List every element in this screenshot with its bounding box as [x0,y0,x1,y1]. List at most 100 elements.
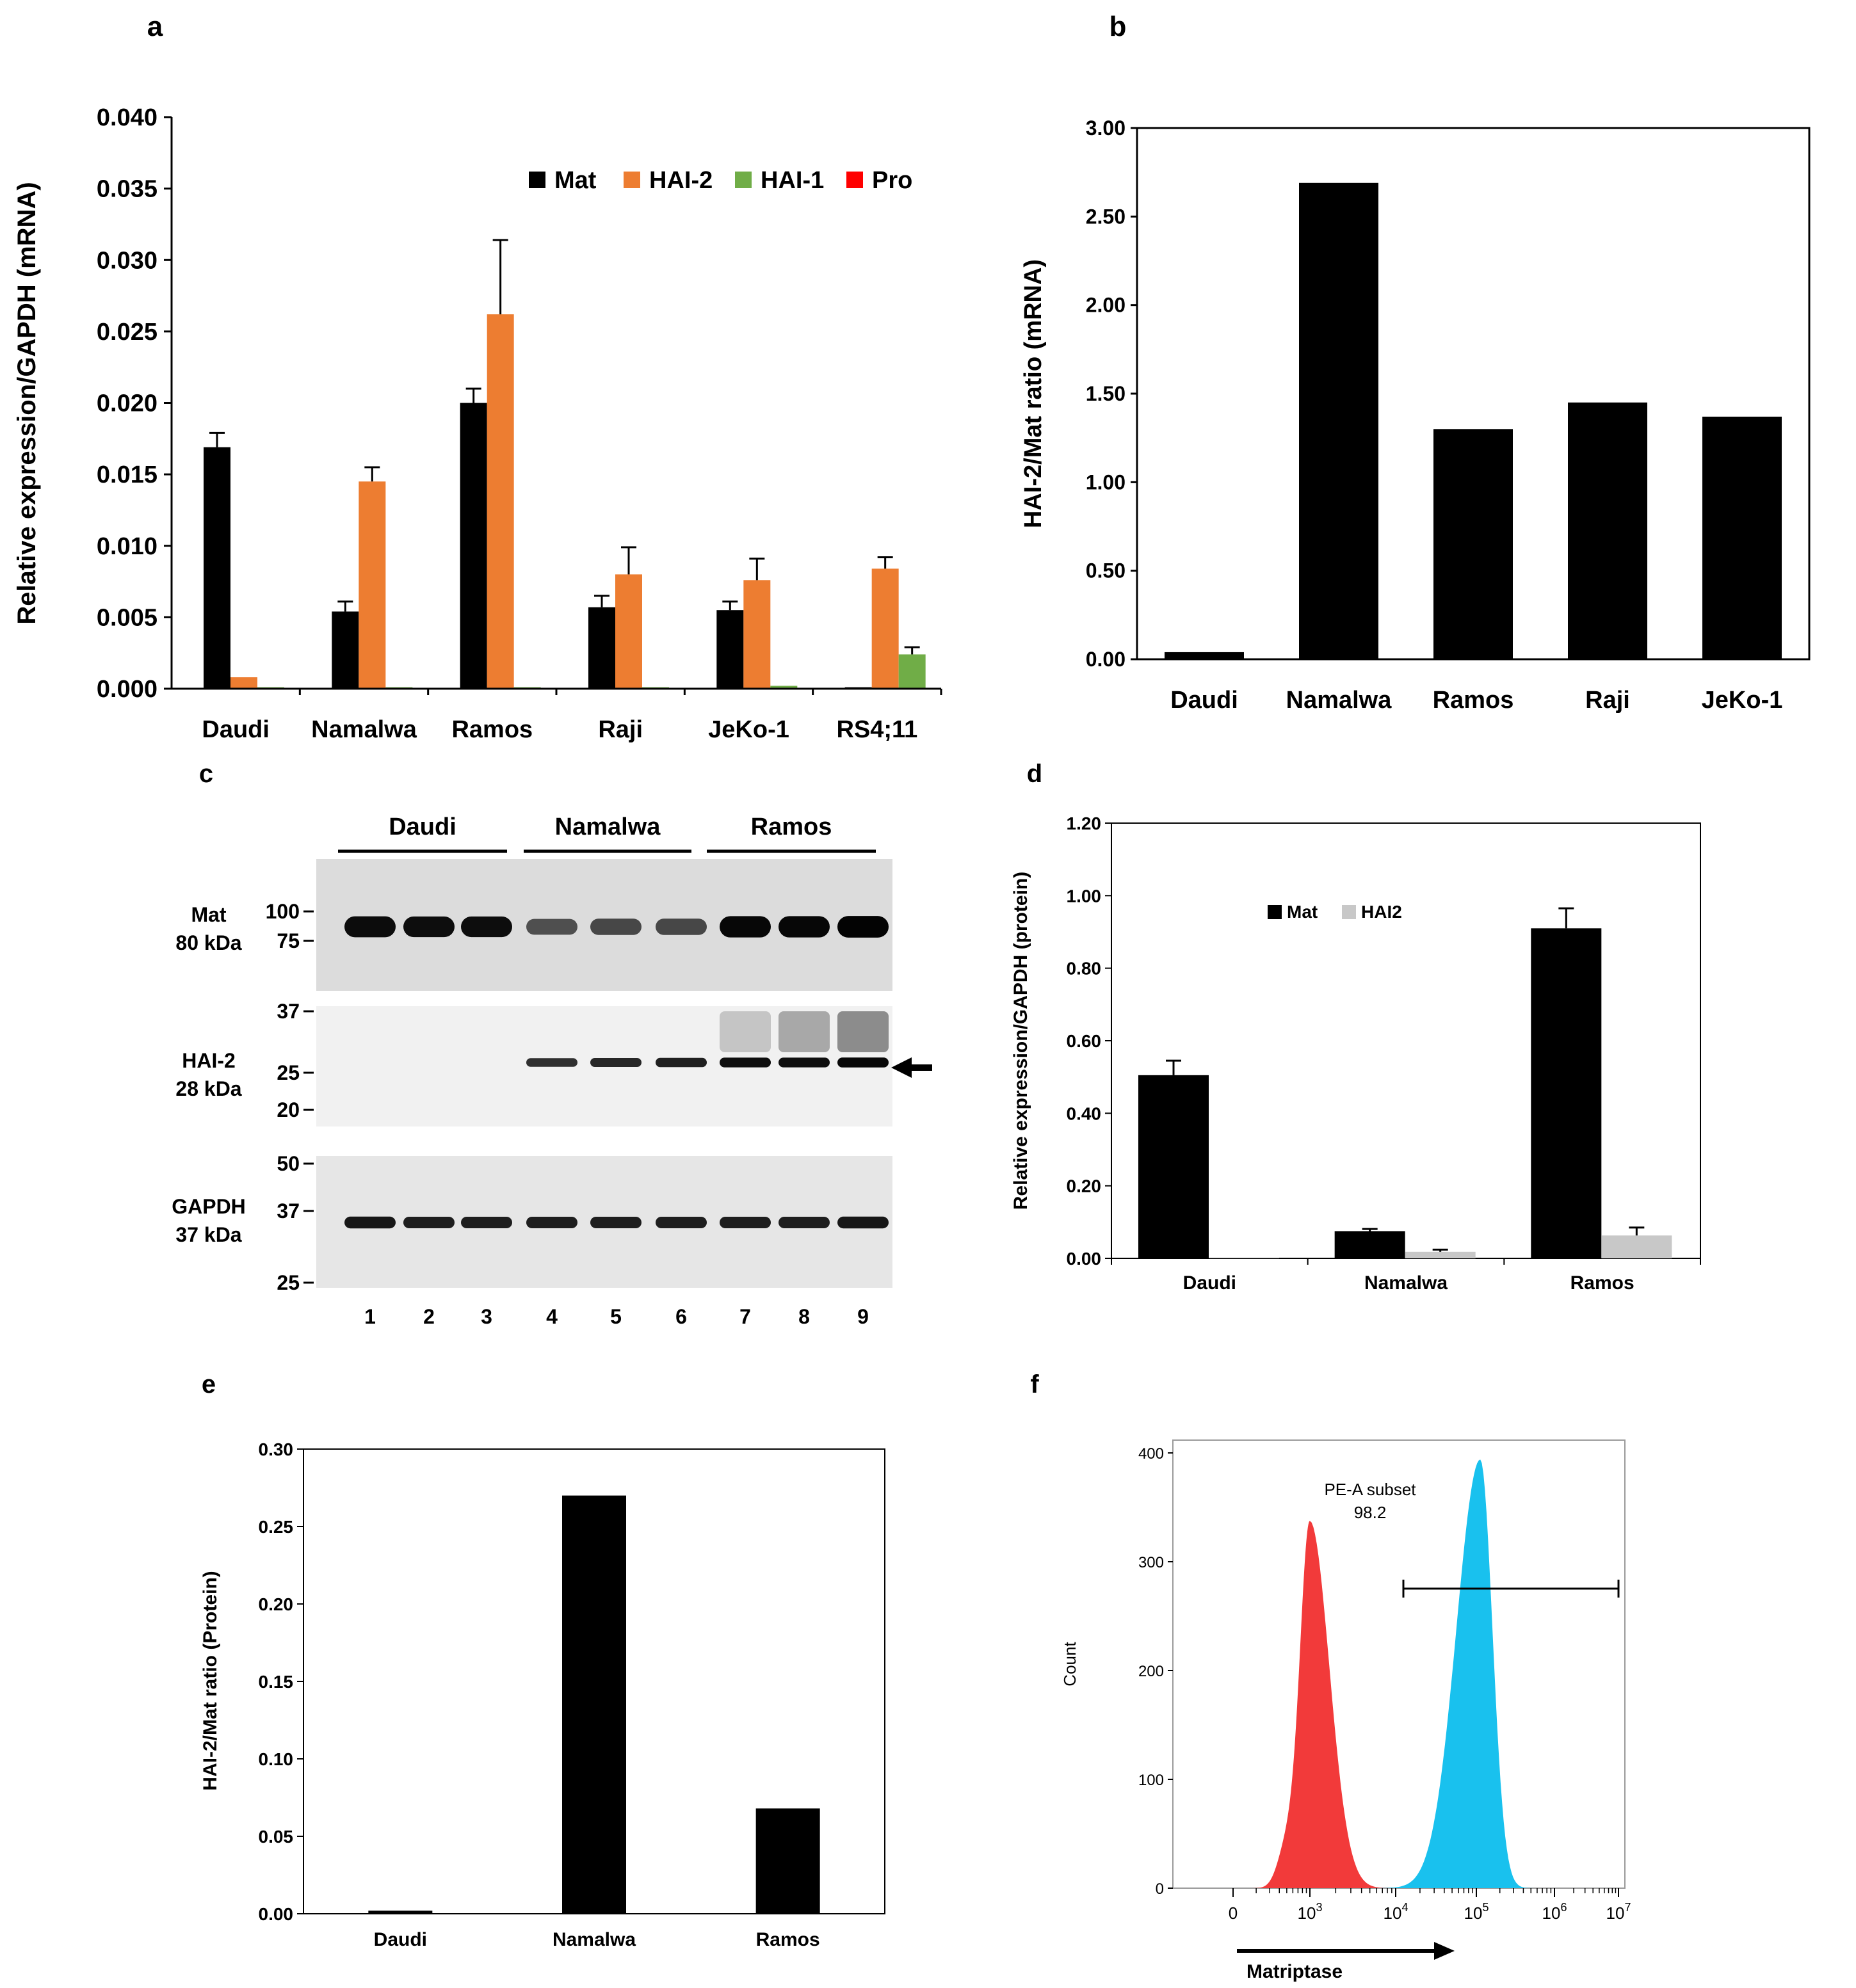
blot-band [344,916,396,938]
b-y-tick-label: 2.50 [1086,205,1126,228]
blot-band [837,1057,889,1068]
d-y-tick-label: 0.20 [1067,1176,1102,1196]
a-bar [615,574,642,689]
b-category-label: JeKo-1 [1702,687,1783,714]
b-y-tick-label: 0.00 [1086,648,1126,671]
d-bar [1334,1231,1405,1258]
e-y-tick-label: 0.15 [259,1672,294,1692]
gate-name: PE-A subset [1324,1480,1416,1499]
blot-smear [779,1011,830,1052]
e-category-label: Ramos [756,1929,820,1950]
e-category-label: Namalwa [553,1929,636,1950]
f-x-tick-label: 103 [1298,1901,1323,1923]
f-x-tick-label: 106 [1542,1901,1567,1923]
chart-e-y-label: HAI-2/Mat ratio (Protein) [200,1571,221,1790]
blot-band [656,1057,707,1068]
f-y-tick-label: 300 [1138,1554,1164,1571]
a-bar [487,314,514,689]
legend-label-hai1: HAI-1 [761,167,824,194]
b-category-label: Daudi [1170,687,1238,714]
blot-band [720,1057,771,1068]
blot-row-size: 80 kDa [175,931,241,954]
blot-marker-label: 100 [266,900,300,923]
blot-row-name: HAI-2 [182,1049,236,1072]
d-bar [1405,1251,1476,1258]
f-y-tick-label: 0 [1156,1880,1164,1898]
blot-group-label: Namalwa [555,814,661,840]
a-category-label: Raji [598,716,643,743]
e-y-tick-label: 0.00 [259,1904,294,1924]
a-y-tick-label: 0.015 [97,461,157,488]
blot-lane-number: 1 [364,1305,376,1328]
blot-band [590,918,642,935]
blot-row-name: GAPDH [172,1195,246,1218]
blot-marker-label: 25 [277,1061,300,1084]
b-bar [1165,652,1244,659]
legend-label-mat-protein: Mat [1287,902,1318,922]
blot-band [720,1217,771,1228]
b-bar [1568,402,1647,659]
a-y-tick-label: 0.020 [97,390,157,417]
b-y-tick-label: 3.00 [1086,116,1126,140]
legend-label-mat: Mat [554,167,597,194]
blot-band [461,1217,512,1228]
blot-marker-label: 50 [277,1152,300,1175]
a-bar [460,403,487,689]
blot-marker-label: 37 [277,1000,300,1023]
e-bar [562,1495,626,1914]
a-y-tick-label: 0.040 [97,104,157,131]
blot-band [526,1217,577,1228]
legend-swatch-hai2-protein [1342,905,1356,919]
chart-f-y-label: Count [1060,1642,1079,1687]
blot-band [461,916,512,938]
blot-marker-label: 20 [277,1098,300,1121]
b-category-label: Namalwa [1286,687,1392,714]
chart-b: 0.00 0.50 1.00 1.50 2.00 2.50 3.00 Daudi Namalwa… [1020,116,1811,714]
legend-swatch-mat [529,172,545,188]
panel-letter-b: b [1110,11,1127,42]
f-x-tick-label: 0 [1229,1904,1238,1923]
b-bar [1433,429,1513,659]
blot-group-label: Daudi [389,814,456,840]
blot-band [720,916,771,938]
a-bar [716,610,744,689]
a-y-tick-label: 0.025 [97,319,157,346]
d-bar [1601,1235,1672,1258]
f-x-tick-label: 105 [1464,1901,1489,1923]
d-y-tick-label: 0.80 [1067,959,1102,979]
panel-letter-a: a [147,11,163,42]
d-category-label: Ramos [1570,1272,1634,1294]
e-y-tick-label: 0.30 [259,1439,294,1459]
e-category-label: Daudi [374,1929,427,1950]
a-bar [332,611,359,689]
blot-band [344,1216,396,1229]
chart-e: 0.00 0.05 0.10 0.15 0.20 0.25 0.30 Daudi Namalwa… [200,1439,885,1950]
chart-d-legend: Mat HAI2 [1268,902,1402,922]
blot-band [590,1058,642,1067]
legend-swatch-hai1 [735,172,752,188]
chart-d-y-label: Relative expression/GAPDH (protein) [1010,872,1031,1210]
a-bar [359,481,386,689]
a-category-label: Daudi [202,716,270,743]
d-bar [1531,928,1602,1258]
chart-f-x-label: Matriptase [1247,1961,1343,1982]
f-x-tick-label: 104 [1384,1901,1408,1923]
d-category-label: Daudi [1183,1272,1236,1294]
panel-letter-c: c [199,760,213,788]
blot-band [403,916,455,938]
f-y-tick-label: 100 [1138,1772,1164,1789]
blot-lane-number: 7 [739,1305,751,1328]
a-bar [898,654,926,689]
blot-marker-label: 75 [277,929,300,952]
legend-label-hai2: HAI-2 [649,167,713,194]
blot-group-label: Ramos [751,814,832,840]
matriptase-histogram [1280,1459,1622,1888]
blot-lane-number: 9 [857,1305,869,1328]
blot-band [779,916,830,938]
a-category-label: Ramos [451,716,533,743]
legend-swatch-hai2 [624,172,640,188]
blot-row-size: 28 kDa [175,1077,241,1100]
f-x-tick-label: 107 [1606,1901,1631,1923]
legend-swatch-pro [846,172,863,188]
